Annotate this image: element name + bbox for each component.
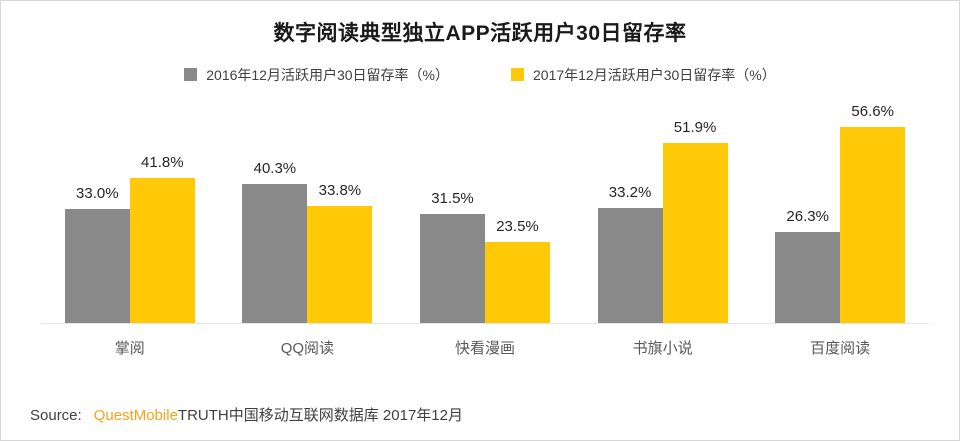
bar-2017-百度阅读 — [840, 127, 906, 323]
bar-2017-书旗小说 — [662, 143, 728, 323]
bar-group-QQ阅读: 40.3% 33.8% — [219, 83, 397, 323]
x-axis-label-掌阅: 掌阅 — [114, 340, 145, 357]
bar-wrap: 51.9% — [662, 83, 728, 323]
bar-wrap: 40.3% — [242, 83, 308, 323]
value-label: 41.8% — [141, 154, 184, 172]
source-line: Source: QuestMobileTRUTH中国移动互联网数据库 2017年1… — [30, 404, 463, 425]
bar-wrap: 41.8% — [129, 83, 195, 323]
bar-2017-掌阅 — [129, 178, 195, 323]
value-label: 33.0% — [76, 184, 119, 202]
bar-wrap: 23.5% — [484, 83, 550, 323]
value-label: 31.5% — [431, 190, 474, 208]
bar-wrap: 26.3% — [775, 83, 841, 323]
bar-group-快看漫画: 31.5% 23.5% — [396, 83, 574, 323]
value-label: 51.9% — [673, 119, 717, 137]
bar-wrap: 33.8% — [307, 83, 373, 323]
bar-wrap: 56.6% — [840, 83, 906, 323]
source-prefix: Source: — [30, 407, 82, 424]
bar-2016-QQ阅读 — [242, 183, 308, 323]
legend-swatch-icon — [511, 68, 524, 81]
legend-label: 2016年12月活跃用户30日留存率（%） — [206, 66, 449, 83]
chart-title: 数字阅读典型独立APP活跃用户30日留存率 — [273, 22, 687, 45]
x-axis-labels: 掌阅 QQ阅读 快看漫画 书旗小说 百度阅读 — [41, 324, 929, 358]
bar-2016-百度阅读 — [775, 232, 841, 323]
value-label: 26.3% — [786, 208, 829, 226]
x-axis-label-QQ阅读: QQ阅读 — [280, 340, 335, 357]
bar-wrap: 33.0% — [64, 83, 130, 323]
legend-label: 2017年12月活跃用户30日留存率（%） — [533, 66, 776, 83]
legend-item-1: 2017年12月活跃用户30日留存率（%） — [511, 66, 776, 83]
value-label: 33.2% — [608, 184, 652, 202]
bar-wrap: 33.2% — [597, 83, 663, 323]
value-label: 33.8% — [318, 182, 362, 200]
bar-wrap: 31.5% — [419, 83, 485, 323]
bar-group-掌阅: 33.0% 41.8% — [41, 83, 219, 323]
x-axis-label-百度阅读: 百度阅读 — [810, 340, 871, 357]
legend-item-0: 2016年12月活跃用户30日留存率（%） — [184, 66, 449, 83]
bar-2017-快看漫画 — [484, 241, 550, 323]
legend-swatch-icon — [184, 68, 198, 81]
x-axis-label-快看漫画: 快看漫画 — [454, 340, 515, 357]
value-label: 23.5% — [496, 217, 539, 235]
bar-group-书旗小说: 33.2% 51.9% — [574, 83, 752, 323]
bar-2016-掌阅 — [64, 208, 130, 323]
x-axis-label-书旗小说: 书旗小说 — [632, 340, 693, 357]
source-brand: QuestMobile — [93, 407, 178, 424]
bar-2016-快看漫画 — [419, 214, 485, 323]
bar-chart-plot-area: 33.0% 41.8% 40.3% 33.8% 31.5% 23.5% 33.2% 51.9%… — [41, 83, 929, 324]
bar-group-百度阅读: 26.3% 56.6% — [751, 83, 929, 323]
bar-2017-QQ阅读 — [307, 206, 373, 323]
source-rest: TRUTH中国移动互联网数据库 2017年12月 — [177, 407, 463, 424]
legend: 2016年12月活跃用户30日留存率（%） 2017年12月活跃用户30日留存率（… — [1, 66, 959, 83]
value-label: 40.3% — [253, 159, 297, 177]
value-label: 56.6% — [851, 103, 894, 121]
bar-2016-书旗小说 — [597, 208, 663, 323]
